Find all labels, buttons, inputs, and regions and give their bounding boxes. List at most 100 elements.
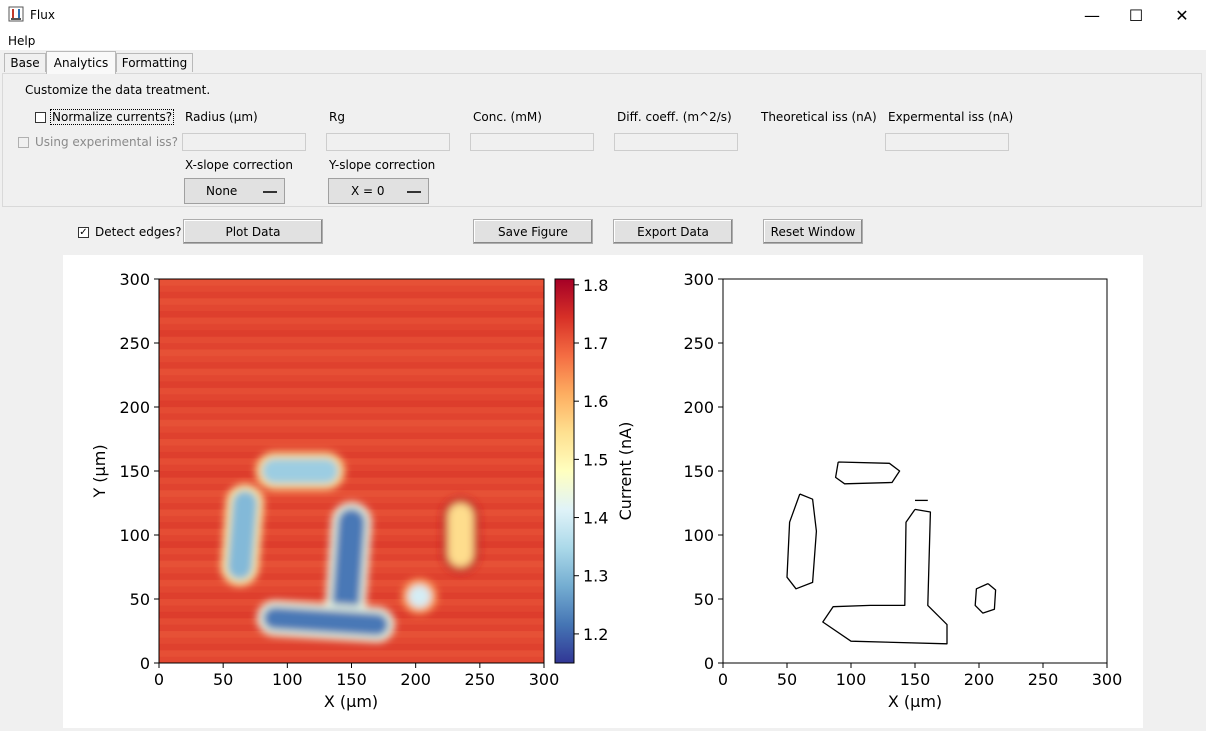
tab-analytics[interactable]: Analytics — [46, 51, 116, 74]
edge-contour-l-shape — [822, 508, 948, 645]
x-slope-value: None — [206, 184, 238, 198]
heatmap-scan-line — [159, 355, 544, 363]
experimental-iss-label: Expermental iss (nA) — [888, 110, 1014, 124]
colorbar-label: Current (nA) — [616, 422, 635, 521]
minimize-button[interactable]: — — [1084, 5, 1100, 25]
edge-map — [786, 461, 997, 645]
y-slope-value: X = 0 — [351, 184, 385, 198]
x-slope-label: X-slope correction — [185, 158, 293, 172]
app-icon — [8, 6, 24, 22]
heatmap-feature — [227, 490, 258, 580]
heatmap-scan-line — [159, 490, 544, 498]
x-slope-select[interactable]: None — [184, 178, 285, 204]
using-experimental-iss-checkbox[interactable] — [18, 137, 29, 148]
y-tick-label: 0 — [704, 654, 714, 673]
colorbar-tick-label: 1.6 — [583, 392, 608, 411]
heatmap-scan-line — [159, 650, 544, 658]
heatmap-feature — [262, 606, 389, 637]
detect-edges-checkbox[interactable]: ✓ — [78, 227, 89, 238]
y-tick-label: 150 — [119, 462, 150, 481]
export-data-button[interactable]: Export Data — [613, 219, 733, 244]
heatmap-scan-line — [159, 445, 544, 453]
heatmap-scan-line — [159, 323, 544, 331]
save-figure-button[interactable]: Save Figure — [473, 219, 593, 244]
colorbar-tick-label: 1.8 — [583, 276, 608, 295]
tab-base[interactable]: Base — [4, 53, 46, 72]
edge-contour-left-pill — [786, 493, 818, 590]
conc-label: Conc. (mM) — [473, 110, 542, 124]
y-tick-label: 300 — [119, 270, 150, 289]
edge-map-axes: 0 50 100 150 200 250 300 0 50 100 150 200 250 300 — [683, 270, 1122, 689]
title-bar — [0, 0, 1206, 30]
radius-label: Radius (μm) — [185, 110, 258, 124]
heatmap-scan-line — [159, 426, 544, 434]
x-tick-label: 200 — [964, 670, 995, 689]
conc-field[interactable] — [470, 133, 594, 151]
normalize-currents-checkbox[interactable] — [35, 112, 46, 123]
heatmap-scan-line — [159, 413, 544, 421]
rg-field[interactable] — [326, 133, 450, 151]
heatmap-scan-line — [159, 439, 544, 446]
reset-window-button[interactable]: Reset Window — [763, 219, 863, 244]
heatmap-scan-line — [159, 496, 544, 504]
heatmap-scan-line — [159, 419, 544, 427]
y-tick-label: 200 — [119, 398, 150, 417]
plot-data-button[interactable]: Plot Data — [183, 219, 323, 244]
heatmap-feature — [330, 508, 366, 626]
heatmap-scan-line — [159, 336, 544, 344]
x-tick-label: 200 — [400, 670, 431, 689]
menu-help[interactable]: Help — [8, 34, 36, 48]
heatmap-scan-line — [159, 400, 544, 408]
heatmap-scan-line — [159, 317, 544, 325]
using-experimental-iss-label: Using experimental iss? — [35, 135, 179, 149]
x-tick-label: 0 — [718, 670, 728, 689]
heatmap-scan-line — [159, 304, 544, 312]
y-tick-label: 300 — [683, 270, 714, 289]
heatmap-scan-line — [159, 387, 544, 395]
heatmap-scan-line — [159, 458, 544, 466]
heatmap-scan-line — [159, 343, 544, 350]
heatmap-scan-line — [159, 394, 544, 402]
colorbar-tick-label: 1.5 — [583, 450, 608, 469]
x-tick-label: 300 — [1092, 670, 1123, 689]
close-button[interactable]: ✕ — [1175, 5, 1189, 25]
x-tick-label: 50 — [213, 670, 233, 689]
x-tick-label: 150 — [900, 670, 931, 689]
y-slope-select[interactable]: X = 0 — [328, 178, 429, 204]
y-tick-label: 50 — [130, 590, 150, 609]
heatmap-scan-line — [159, 311, 544, 318]
heatmap-feature — [407, 584, 432, 608]
window-title: Flux — [30, 8, 55, 22]
maximize-button[interactable]: ☐ — [1128, 5, 1144, 25]
heatmap-xlabel: X (μm) — [324, 692, 378, 711]
x-tick-label: 250 — [1028, 670, 1059, 689]
y-slope-label: Y-slope correction — [329, 158, 436, 172]
dropdown-indicator-icon — [407, 186, 421, 193]
heatmap-scan-line — [159, 375, 544, 382]
heatmap-scan-line — [159, 464, 544, 472]
edge-contour-top-pill — [834, 461, 901, 485]
heatmap-scan-line — [159, 362, 544, 370]
heatmap-scan-line — [159, 349, 544, 357]
heatmap-scan-line — [159, 407, 544, 414]
heatmap — [159, 279, 544, 663]
normalize-currents-label[interactable]: Normalize currents? — [49, 109, 175, 125]
experimental-iss-field[interactable] — [885, 133, 1009, 151]
colorbar-tick-label: 1.7 — [583, 334, 608, 353]
panel-description: Customize the data treatment. — [25, 83, 211, 97]
heatmap-scan-line — [159, 330, 544, 338]
figure-canvas: 0 50 100 150 200 250 300 0 50 100 150 200 250 300 X (… — [63, 255, 1143, 728]
theoretical-iss-label: Theoretical iss (nA) — [761, 110, 877, 124]
heatmap-scan-line — [159, 656, 544, 663]
colorbar-tick-label: 1.3 — [583, 567, 608, 586]
heatmap-scan-line — [159, 381, 544, 389]
tab-formatting[interactable]: Formatting — [116, 53, 193, 72]
heatmap-scan-line — [159, 483, 544, 491]
edge-map-frame — [722, 278, 1108, 664]
x-tick-label: 300 — [529, 670, 560, 689]
radius-field[interactable] — [182, 133, 306, 151]
diff-coeff-field[interactable] — [614, 133, 738, 151]
heatmap-scan-line — [159, 471, 544, 478]
y-tick-label: 200 — [683, 398, 714, 417]
colorbar — [554, 278, 575, 664]
